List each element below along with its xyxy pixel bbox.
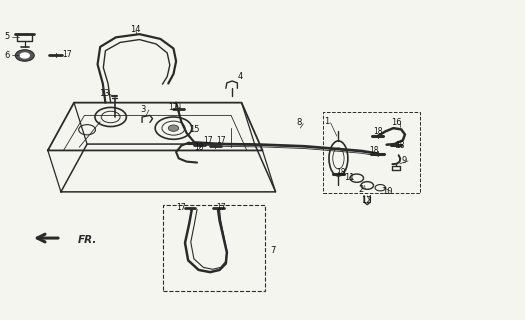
Text: 17: 17	[203, 136, 212, 145]
Text: 12: 12	[361, 196, 371, 205]
Text: 15: 15	[189, 125, 200, 134]
Text: 13: 13	[99, 89, 110, 98]
Text: 16: 16	[391, 118, 401, 127]
Text: 6: 6	[4, 51, 9, 60]
Text: 17: 17	[176, 203, 186, 212]
Text: 17: 17	[169, 103, 178, 112]
Text: 18: 18	[337, 168, 346, 177]
Text: FR.: FR.	[78, 235, 98, 245]
Circle shape	[15, 50, 34, 61]
Text: 18: 18	[373, 127, 382, 136]
Text: 1: 1	[324, 117, 329, 126]
Text: 3: 3	[140, 105, 146, 114]
Text: 8: 8	[297, 118, 302, 127]
Text: 18: 18	[395, 141, 404, 150]
Text: 2: 2	[359, 185, 364, 194]
Text: 10: 10	[382, 187, 392, 196]
Text: 18: 18	[194, 143, 203, 152]
Circle shape	[19, 52, 30, 59]
Circle shape	[168, 125, 178, 131]
Bar	[163, 204, 265, 291]
Text: 7: 7	[270, 246, 276, 255]
Bar	[323, 112, 419, 194]
Text: 18: 18	[369, 146, 378, 155]
Text: 5: 5	[4, 32, 9, 41]
Text: 9: 9	[401, 156, 406, 164]
Text: 14: 14	[131, 25, 141, 34]
Text: 17: 17	[62, 50, 71, 59]
Text: 11: 11	[344, 173, 354, 182]
Text: 17: 17	[216, 203, 225, 212]
Text: 17: 17	[216, 136, 225, 145]
Text: 4: 4	[238, 72, 243, 81]
